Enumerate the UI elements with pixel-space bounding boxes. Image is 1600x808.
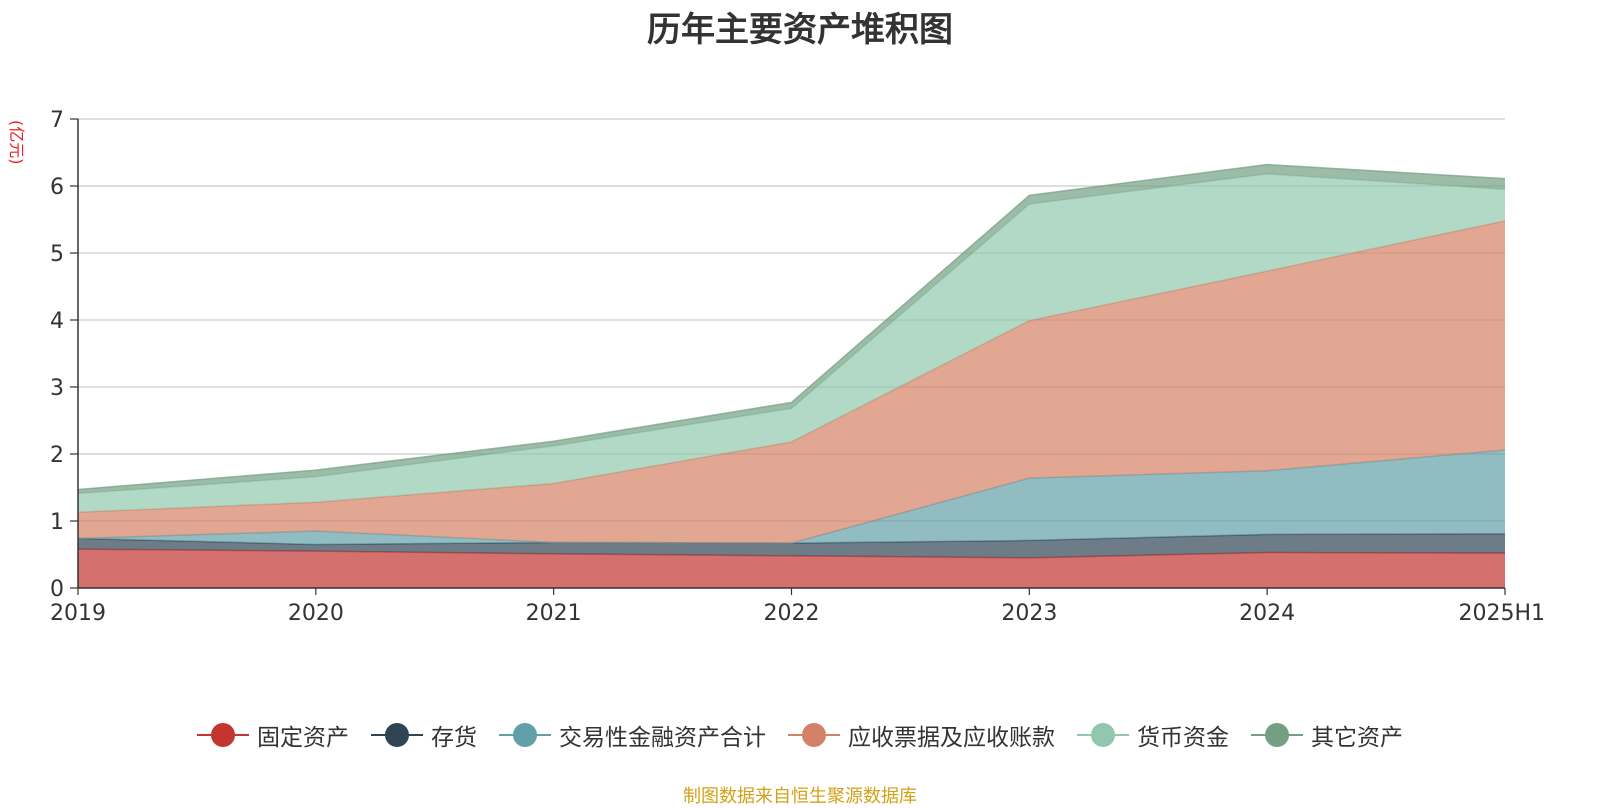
y-tick-label: 1 xyxy=(50,510,64,535)
y-tick-label: 7 xyxy=(50,108,64,133)
legend-marker xyxy=(197,722,249,748)
legend-item-5[interactable]: 货币资金 xyxy=(1077,718,1229,752)
legend-marker xyxy=(499,722,551,748)
x-tick-label: 2019 xyxy=(50,601,106,626)
legend-marker-dot xyxy=(802,723,826,747)
area-series-2[interactable] xyxy=(78,533,1505,558)
x-tick-label: 2025H1 xyxy=(1458,601,1545,626)
legend-item-3[interactable]: 交易性金融资产合计 xyxy=(499,718,766,752)
legend-label: 其它资产 xyxy=(1311,725,1403,751)
x-tick-label: 2023 xyxy=(1001,601,1057,626)
legend-item-2[interactable]: 存货 xyxy=(371,718,477,752)
legend-marker-dot xyxy=(385,723,409,747)
legend-item-4[interactable]: 应收票据及应收账款 xyxy=(788,718,1055,752)
axes: 0 1 2 3 4 5 6 7 2019 2020 2021 2022 2023 2024 2025H1 xyxy=(50,108,1545,626)
y-tick-label: 5 xyxy=(50,242,64,267)
area-series-1[interactable] xyxy=(78,549,1505,588)
stacked-areas xyxy=(77,163,1506,588)
area-series-4[interactable] xyxy=(78,220,1505,544)
legend-label: 存货 xyxy=(431,725,477,751)
y-tick-label: 2 xyxy=(50,443,64,468)
area-series-3[interactable] xyxy=(78,449,1505,545)
source-note: 制图数据来自恒生聚源数据库 xyxy=(683,786,917,807)
legend-label: 货币资金 xyxy=(1137,725,1229,751)
y-tick-label: 6 xyxy=(50,175,64,200)
area-series-5[interactable] xyxy=(78,173,1505,513)
chart-title: 历年主要资产堆积图 xyxy=(647,10,953,50)
legend-item-6[interactable]: 其它资产 xyxy=(1251,718,1403,752)
legend-marker xyxy=(788,722,840,748)
legend-label: 应收票据及应收账款 xyxy=(848,725,1055,751)
legend-label: 交易性金融资产合计 xyxy=(559,725,766,751)
y-tick-label: 4 xyxy=(50,309,64,334)
x-tick-label: 2020 xyxy=(288,601,344,626)
legend-label: 固定资产 xyxy=(257,725,349,751)
y-tick-label: 0 xyxy=(50,577,64,602)
legend-marker xyxy=(1251,722,1303,748)
x-tick-label: 2021 xyxy=(526,601,582,626)
area-series-edge-6 xyxy=(77,163,1506,491)
legend-marker-dot xyxy=(1091,723,1115,747)
y-tick-label: 3 xyxy=(50,376,64,401)
legend-marker-dot xyxy=(211,723,235,747)
legend-marker-dot xyxy=(513,723,537,747)
legend-marker-dot xyxy=(1265,723,1289,747)
legend-marker xyxy=(1077,722,1129,748)
x-tick-label: 2022 xyxy=(764,601,820,626)
legend-marker xyxy=(371,722,423,748)
legend-item-1[interactable]: 固定资产 xyxy=(197,718,349,752)
x-tick-label: 2024 xyxy=(1239,601,1295,626)
legend[interactable]: 固定资产 存货 交易性金融资产合计 应收票据及应收账款 货币资金 其它资产 xyxy=(0,718,1600,752)
